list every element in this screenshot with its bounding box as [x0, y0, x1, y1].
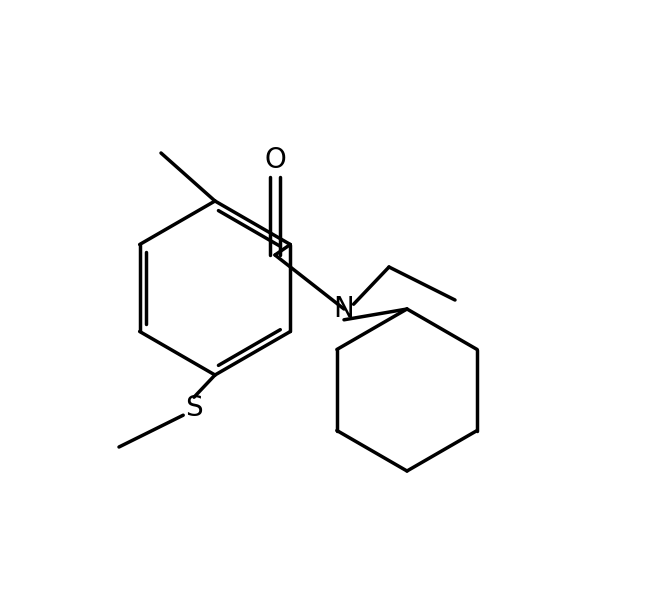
Text: N: N: [334, 295, 354, 323]
Text: O: O: [264, 146, 286, 174]
Text: S: S: [185, 394, 203, 422]
